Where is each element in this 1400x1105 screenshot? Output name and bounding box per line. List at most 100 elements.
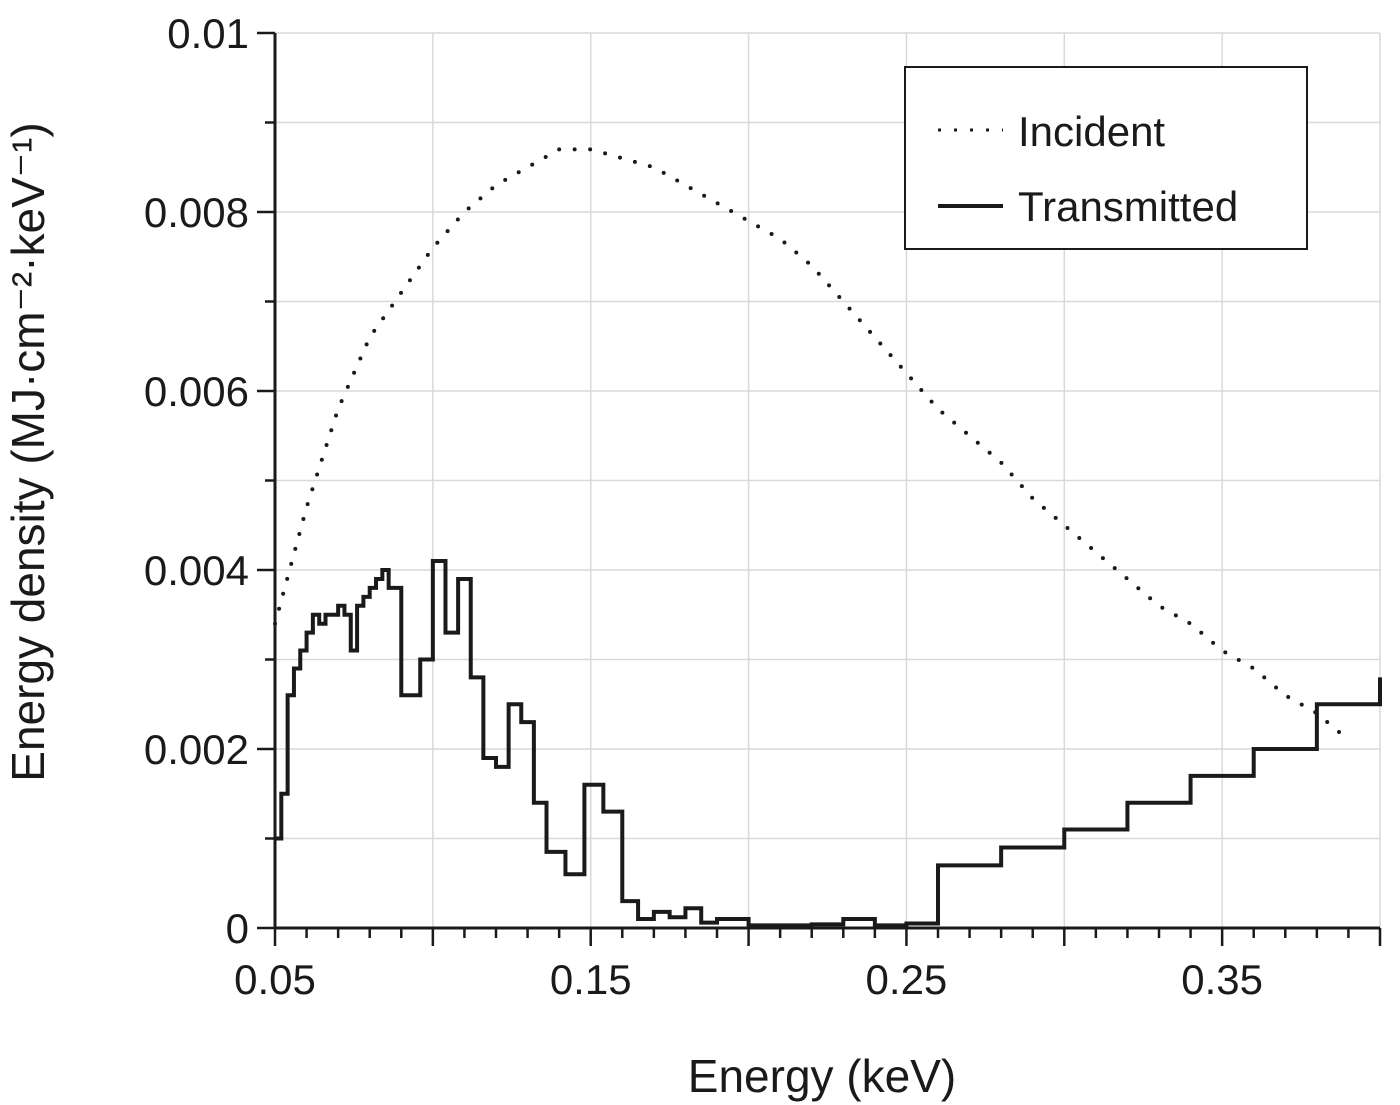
incident-dot: [1124, 576, 1129, 581]
incident-dot: [715, 201, 720, 206]
incident-dot: [588, 147, 593, 152]
incident-dot: [827, 283, 832, 288]
y-tick-label: 0.006: [144, 368, 249, 415]
incident-dot: [301, 516, 306, 521]
incident-dot: [277, 606, 282, 611]
incident-dot: [617, 155, 622, 160]
incident-dot: [857, 318, 862, 323]
incident-dot: [647, 164, 652, 169]
incident-dot: [1136, 586, 1141, 591]
x-tick-label: 0.35: [1181, 956, 1263, 1003]
incident-dot: [445, 229, 450, 234]
incident-dot: [1009, 472, 1014, 477]
series-transmitted: [275, 559, 1382, 928]
incident-dot: [964, 430, 969, 435]
incident-dot: [358, 356, 363, 361]
incident-dot: [490, 186, 495, 191]
incident-dot: [407, 278, 412, 283]
x-tick-label: 0.15: [550, 956, 632, 1003]
legend-label-transmitted: Transmitted: [1018, 183, 1238, 230]
incident-dot: [289, 561, 294, 566]
incident-dot: [632, 159, 637, 164]
legend: Incident Transmitted: [904, 66, 1308, 250]
ticks: 0 0.002 0.004 0.006 0.008 0.01 0.05 0.15 0.25 0.3…: [144, 10, 1382, 1003]
incident-dot: [987, 450, 992, 455]
legend-box: [904, 66, 1308, 250]
incident-dot: [975, 440, 980, 445]
incident-dot: [543, 154, 548, 159]
incident-dot: [661, 170, 666, 175]
y-tick-label: 0.01: [167, 10, 249, 57]
incident-dot: [364, 342, 369, 347]
incident-dot: [345, 384, 350, 389]
incident-dot: [1089, 546, 1094, 551]
incident-dot: [1041, 505, 1046, 510]
incident-dot: [688, 186, 693, 191]
incident-dot: [702, 193, 707, 198]
incident-dot: [372, 328, 377, 333]
incident-dot: [310, 487, 315, 492]
incident-dot: [898, 364, 903, 369]
incident-dot: [339, 399, 344, 404]
incident-dot: [999, 460, 1004, 465]
incident-dot: [729, 209, 734, 214]
incident-dot: [324, 443, 329, 448]
y-axis-title: Energy density (MJ·cm⁻²·keV⁻¹): [2, 122, 54, 781]
incident-dot: [572, 147, 577, 152]
incident-dot: [305, 502, 310, 507]
incident-dot: [319, 457, 324, 462]
incident-dot: [352, 370, 357, 375]
incident-dot: [1077, 536, 1082, 541]
x-axis-title: Energy (keV): [688, 1050, 956, 1102]
incident-dot: [919, 387, 924, 392]
incident-dot: [675, 178, 680, 183]
incident-dot: [329, 428, 334, 433]
incident-dot: [1100, 556, 1105, 561]
incident-dot: [503, 177, 508, 182]
incident-dot: [399, 290, 404, 295]
incident-dot: [1223, 650, 1228, 655]
incident-dot: [285, 576, 290, 581]
x-tick-label: 0.25: [866, 956, 948, 1003]
incident-dot: [1187, 620, 1192, 625]
incident-dot: [293, 546, 298, 551]
incident-dot: [816, 271, 821, 276]
incident-dot: [455, 217, 460, 222]
incident-dot: [1112, 566, 1117, 571]
incident-dot: [806, 260, 811, 265]
incident-dot: [478, 196, 483, 201]
incident-dot: [1250, 665, 1255, 670]
incident-dot: [1274, 685, 1279, 690]
x-tick-label: 0.05: [234, 956, 316, 1003]
incident-dot: [315, 472, 320, 477]
incident-dot: [530, 162, 535, 167]
incident-dot: [1199, 630, 1204, 635]
incident-dot: [416, 265, 421, 270]
incident-dot: [516, 170, 521, 175]
series-incident: [273, 147, 1342, 735]
incident-dot: [1337, 730, 1342, 735]
incident-dot: [1160, 605, 1165, 610]
incident-dot: [1030, 495, 1035, 500]
incident-dot: [940, 410, 945, 415]
y-tick-label: 0: [226, 905, 249, 952]
incident-dot: [868, 329, 873, 334]
incident-dot: [1211, 640, 1216, 645]
incident-dot: [888, 353, 893, 358]
incident-dot: [1173, 613, 1178, 618]
incident-dot: [742, 216, 747, 221]
incident-dot: [281, 591, 286, 596]
incident-dot: [952, 420, 957, 425]
incident-dot: [1065, 525, 1070, 530]
incident-dot: [1148, 596, 1153, 601]
y-tick-label: 0.004: [144, 547, 249, 594]
incident-dot: [557, 147, 562, 152]
incident-dot: [1325, 720, 1330, 725]
incident-dot: [334, 413, 339, 418]
incident-dot: [782, 240, 787, 245]
incident-dot: [1299, 702, 1304, 707]
incident-dot: [1053, 515, 1058, 520]
incident-dot: [878, 341, 883, 346]
incident-dot: [929, 399, 934, 404]
incident-dot: [909, 376, 914, 381]
